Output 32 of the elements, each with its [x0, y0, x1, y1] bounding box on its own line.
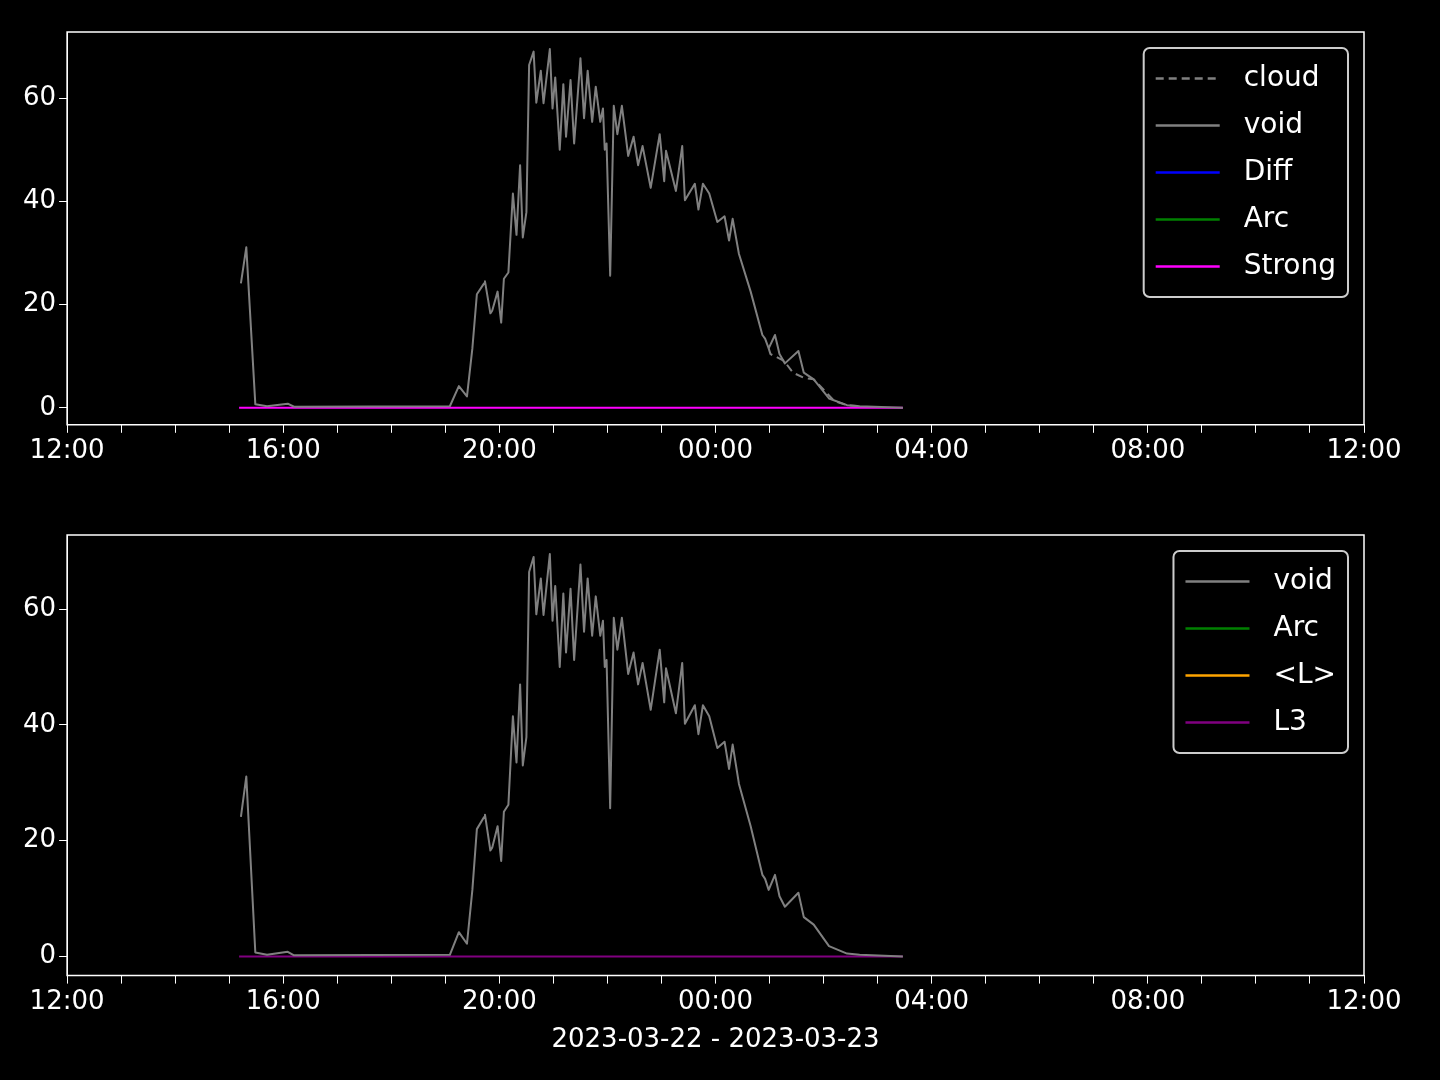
- x-tick-label: 12:00: [29, 434, 105, 465]
- y-tick-label: 60: [22, 591, 57, 622]
- legend-label: Strong: [1243, 247, 1337, 281]
- x-tick-label: 12:00: [1326, 434, 1402, 465]
- x-tick-label: 16:00: [245, 434, 321, 465]
- x-axis-title: 2023-03-22 - 2023-03-23: [551, 1023, 880, 1054]
- legend-label: Diff: [1243, 153, 1294, 187]
- y-tick-label: 60: [22, 80, 57, 111]
- y-tick-label: 0: [39, 390, 57, 421]
- y-tick-label: 40: [22, 707, 57, 738]
- x-tick-label: 12:00: [1326, 984, 1402, 1015]
- legend-label: <L>: [1273, 656, 1337, 690]
- legend-label: L3: [1273, 703, 1307, 737]
- legend-label: cloud: [1243, 59, 1320, 93]
- y-tick-label: 20: [22, 823, 57, 854]
- x-tick-label: 00:00: [678, 984, 754, 1015]
- x-tick-label: 04:00: [894, 984, 970, 1015]
- x-tick-label: 04:00: [894, 434, 970, 465]
- x-tick-label: 20:00: [461, 984, 537, 1015]
- x-tick-label: 08:00: [1110, 984, 1186, 1015]
- x-tick-label: 08:00: [1110, 434, 1186, 465]
- legend-label: Arc: [1273, 609, 1319, 643]
- legend-label: void: [1273, 562, 1333, 596]
- legend-label: void: [1243, 106, 1303, 140]
- x-tick-label: 00:00: [678, 434, 754, 465]
- y-tick-label: 40: [22, 184, 57, 215]
- legend-label: Arc: [1243, 200, 1290, 234]
- x-tick-label: 12:00: [29, 984, 105, 1015]
- x-tick-label: 16:00: [245, 984, 321, 1015]
- y-tick-label: 20: [22, 287, 57, 318]
- y-tick-label: 0: [39, 939, 57, 970]
- x-tick-label: 20:00: [461, 434, 537, 465]
